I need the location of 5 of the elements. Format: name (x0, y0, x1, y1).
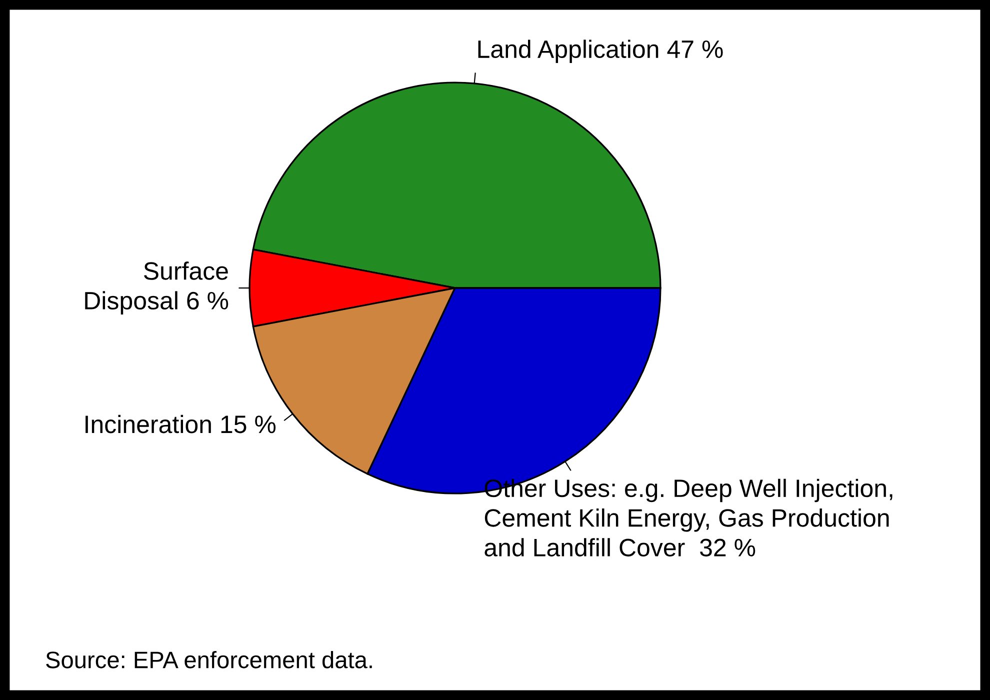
slice-label: Surface Disposal 6 % (85, 262, 228, 314)
slice-label: Land Application 47 % (478, 40, 723, 64)
source-note: Source: EPA enforcement data. (46, 650, 372, 668)
slice-label: Incineration 15 % (86, 414, 276, 434)
slice-label: Other Uses: e.g. Deep Well Injection, Cement Kiln Energy, Gas Production and Landfill Cover 32 % (484, 478, 892, 556)
